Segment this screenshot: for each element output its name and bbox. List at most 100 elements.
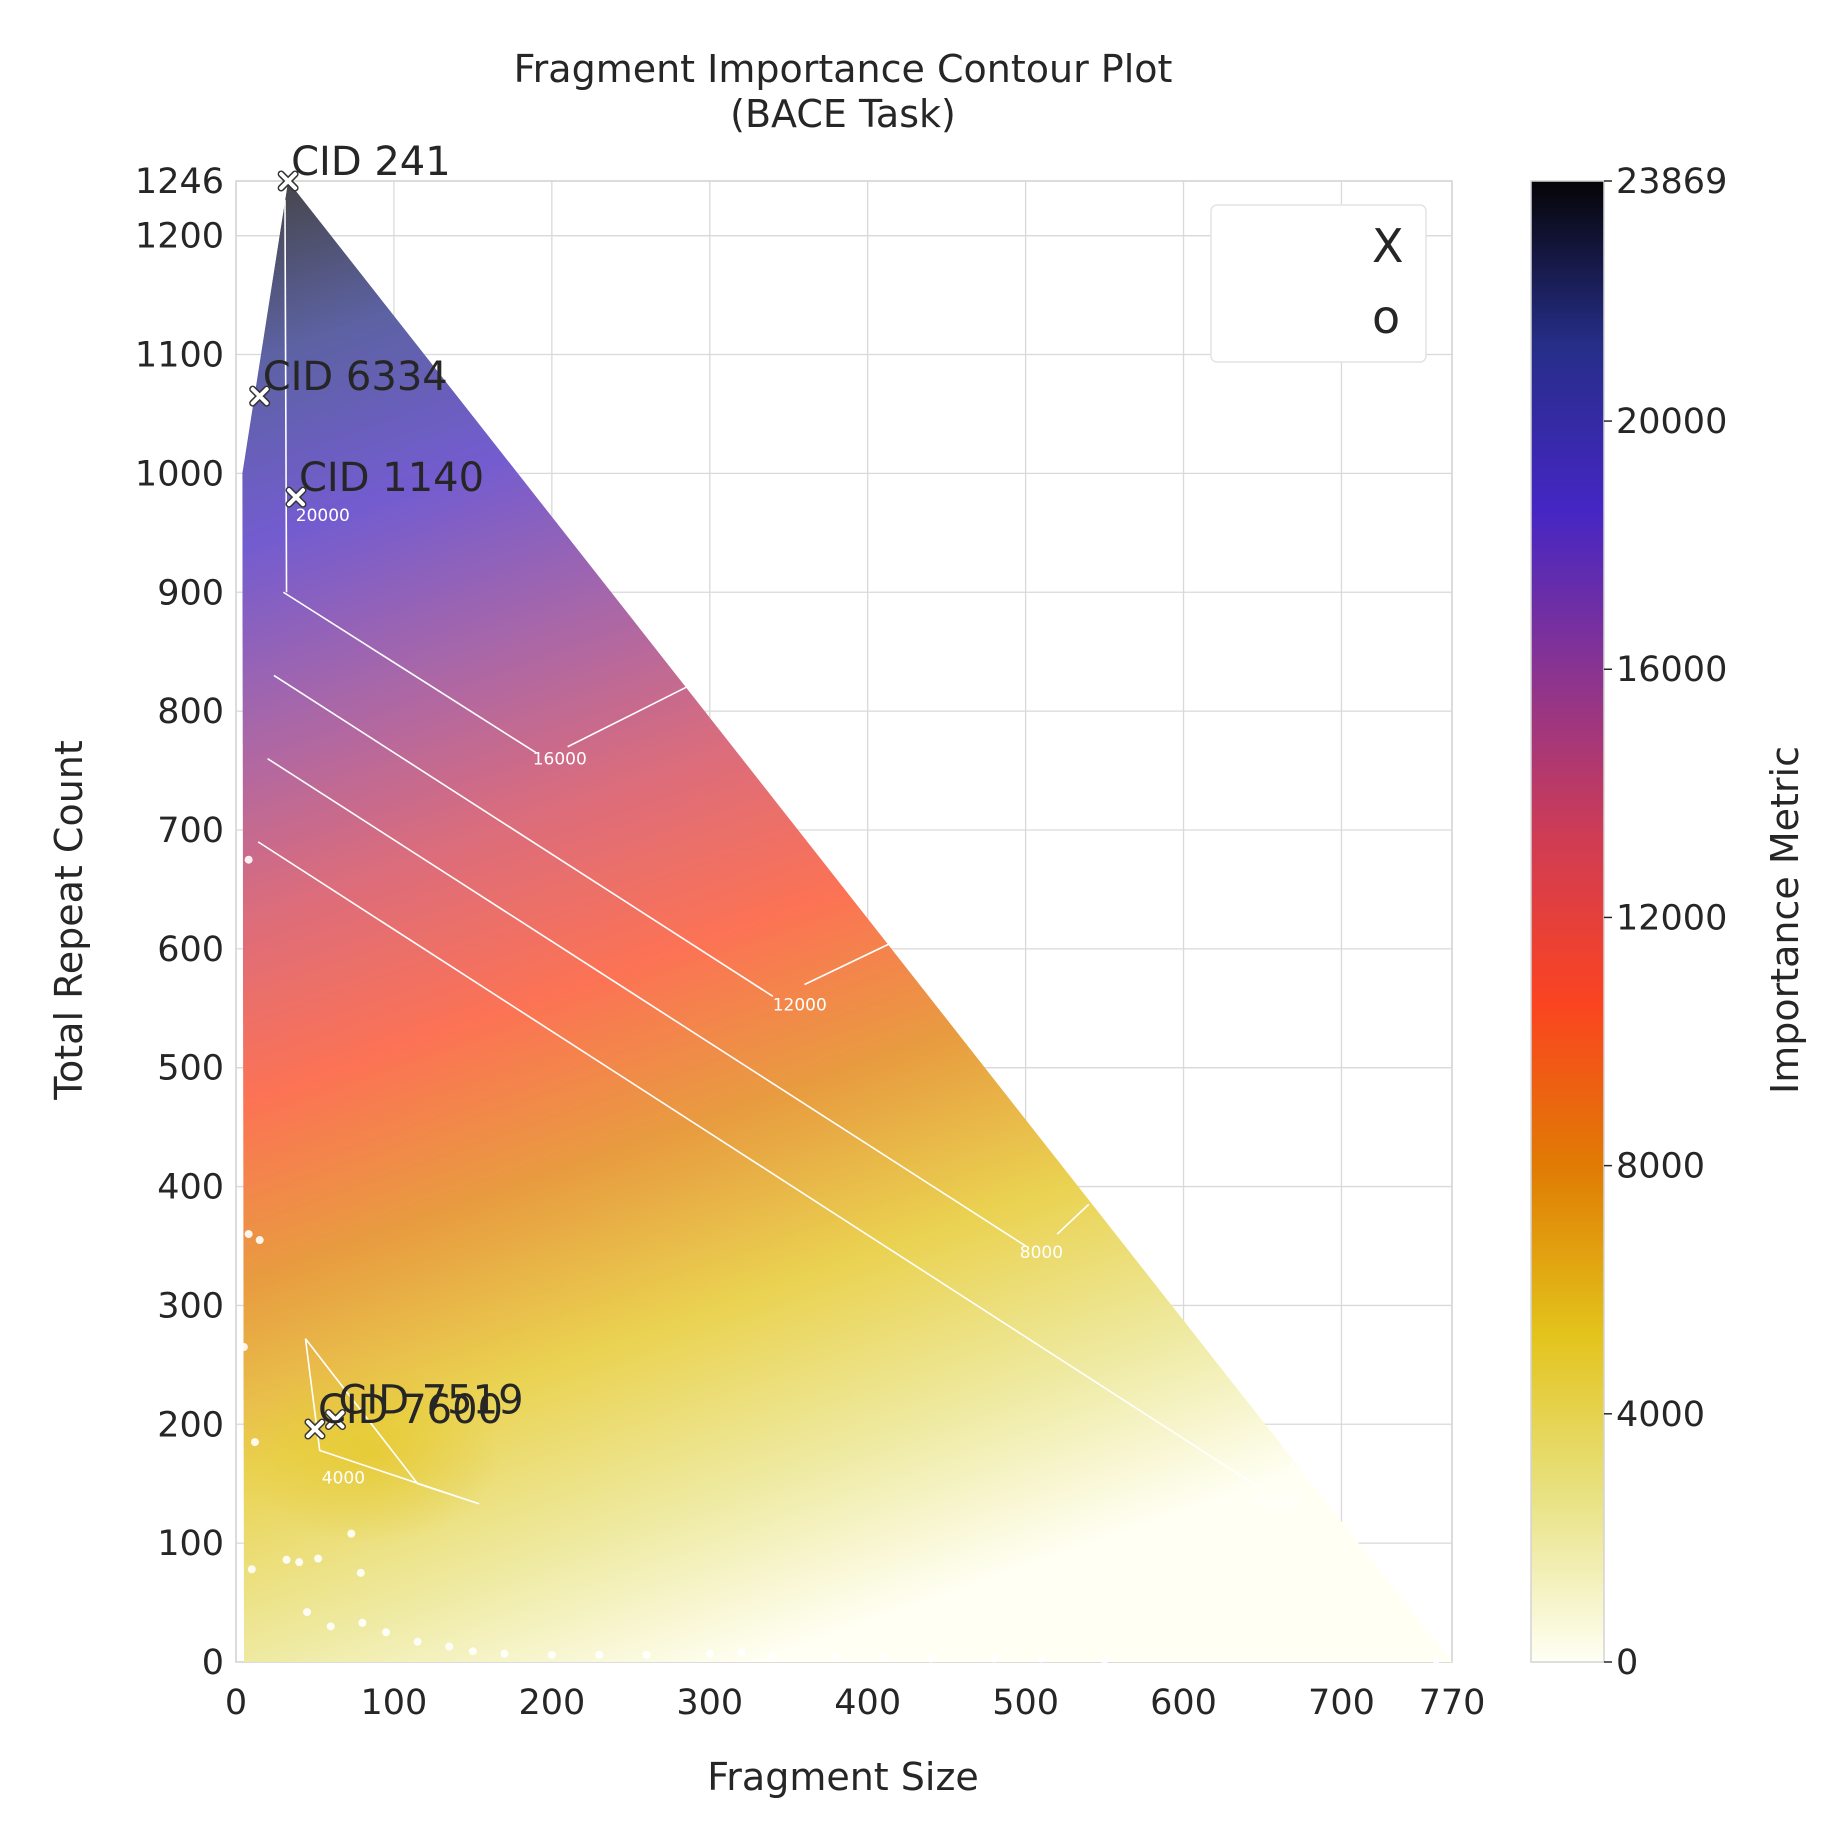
scatter-point <box>879 1653 888 1662</box>
scatter-point <box>500 1649 509 1658</box>
y-tick-label: 0 <box>202 1643 224 1683</box>
marker-x <box>305 1420 324 1439</box>
x-tick-label: 500 <box>992 1683 1059 1723</box>
y-tick-label: 200 <box>157 1405 224 1445</box>
annotated-marker <box>324 1409 346 1431</box>
y-tick-label: 1200 <box>135 217 224 257</box>
point-label: CID 7519 <box>338 1378 523 1424</box>
colorbar-tick-label: 8000 <box>1616 1147 1705 1187</box>
contour-label: 4000 <box>1257 1492 1300 1512</box>
scatter-point <box>642 1650 651 1659</box>
scatter-point <box>239 1343 248 1352</box>
point-label: CID 241 <box>291 139 451 185</box>
scatter-point <box>926 1654 935 1663</box>
contour-line <box>257 841 1263 1491</box>
colorbar-tick-label: 4000 <box>1616 1395 1705 1435</box>
contour-label: 4000 <box>322 1469 365 1489</box>
colorbar-tick-label: 16000 <box>1616 650 1727 690</box>
x-tick-label: 600 <box>1150 1683 1217 1723</box>
colorbar-tick-label: 0 <box>1616 1643 1638 1683</box>
y-tick-label: 800 <box>157 692 224 732</box>
y-axis-ticks: 0 100 200 300 400 500 600 700 800 900 1000 1100 1200… <box>135 162 224 1683</box>
scatter-point <box>247 1565 256 1574</box>
contour-label: 12000 <box>773 996 827 1016</box>
importance-wash <box>242 181 1452 1662</box>
chart-subtitle: (BACE Task) <box>730 92 956 136</box>
y-tick-label: 500 <box>157 1049 224 1089</box>
contour-label: 20000 <box>296 506 350 526</box>
contour-label: 8000 <box>1020 1243 1063 1263</box>
legend-entry-x: X <box>1372 219 1404 273</box>
chart-title: Fragment Importance Contour Plot <box>514 47 1173 91</box>
scatter-point <box>768 1652 777 1661</box>
scatter-point <box>303 1608 312 1617</box>
y-tick-label: 700 <box>157 811 224 851</box>
scatter-point <box>468 1647 477 1656</box>
contour-line <box>282 591 537 754</box>
local-maximum-blob <box>242 1363 501 1544</box>
contour-line <box>267 757 1027 1247</box>
scatter-point <box>595 1650 604 1659</box>
marker-x <box>279 172 298 190</box>
marker-x <box>326 1410 345 1429</box>
scatter-point <box>282 1555 291 1564</box>
contour-line <box>567 686 687 748</box>
x-axis-ticks: 0 100 200 300 400 500 600 700 770 <box>225 1683 1486 1723</box>
x-tick-label: 400 <box>834 1683 901 1723</box>
colorbar: 0 4000 8000 12000 16000 20000 23869 Importance… <box>1530 162 1807 1683</box>
point-label: CID 1140 <box>299 455 484 501</box>
contour-lines: 4000 8000 12000 16000 20000 4000 <box>257 200 1300 1512</box>
colorbar-tick-label: 23869 <box>1616 162 1727 202</box>
legend[interactable]: X o <box>1210 204 1427 363</box>
contour-line <box>1285 1461 1295 1479</box>
colorbar-tick-label: 20000 <box>1616 402 1727 442</box>
scatter-point <box>347 1529 356 1538</box>
x-tick-label: 300 <box>676 1683 743 1723</box>
importance-field <box>242 181 1452 1662</box>
scatter-point <box>255 1236 264 1245</box>
scatter-point <box>1037 1654 1046 1663</box>
contour-line <box>1056 1203 1090 1235</box>
scatter-point <box>295 1558 304 1567</box>
y-tick-label: 100 <box>157 1524 224 1564</box>
y-tick-label: 600 <box>157 930 224 970</box>
marker-x <box>287 488 306 507</box>
x-tick-label: 770 <box>1419 1683 1486 1723</box>
scatter-point <box>737 1648 746 1657</box>
scatter-point <box>326 1622 335 1631</box>
annotated-marker <box>285 486 307 508</box>
scatter-point <box>358 1618 367 1627</box>
importance-surface <box>242 181 1452 1662</box>
scatter-point <box>547 1650 556 1659</box>
scatter-point <box>356 1568 365 1577</box>
contour-line <box>273 674 774 998</box>
contour-line <box>284 200 288 593</box>
scatter-point <box>314 1554 323 1563</box>
x-tick-label: 100 <box>361 1683 428 1723</box>
scatter-point <box>244 855 253 864</box>
annotated-marker <box>304 1418 326 1440</box>
annotated-marker <box>277 170 299 192</box>
x-tick-label: 0 <box>225 1683 247 1723</box>
scatter-point <box>1432 1655 1441 1664</box>
scatter-point <box>250 1438 259 1447</box>
colorbar-tick-label: 12000 <box>1616 898 1727 938</box>
y-tick-label: 400 <box>157 1168 224 1208</box>
x-tick-label: 700 <box>1308 1683 1375 1723</box>
annotated-marker <box>249 385 271 407</box>
scatter-point <box>832 1653 841 1662</box>
scatter-point <box>445 1642 454 1651</box>
marker-x <box>250 387 269 406</box>
contour-label: 16000 <box>533 750 587 770</box>
point-label: CID 6334 <box>263 354 448 400</box>
scatter-points <box>239 855 1441 1664</box>
y-axis-label: Total Repeat Count <box>47 740 91 1101</box>
contour-loop <box>304 1338 480 1505</box>
scatter-point <box>413 1637 422 1646</box>
scatter-point <box>705 1649 714 1658</box>
y-tick-label: 1100 <box>135 336 224 376</box>
scatter-point <box>1100 1655 1109 1664</box>
colorbar-ticks: 0 4000 8000 12000 16000 20000 23869 <box>1604 162 1727 1683</box>
